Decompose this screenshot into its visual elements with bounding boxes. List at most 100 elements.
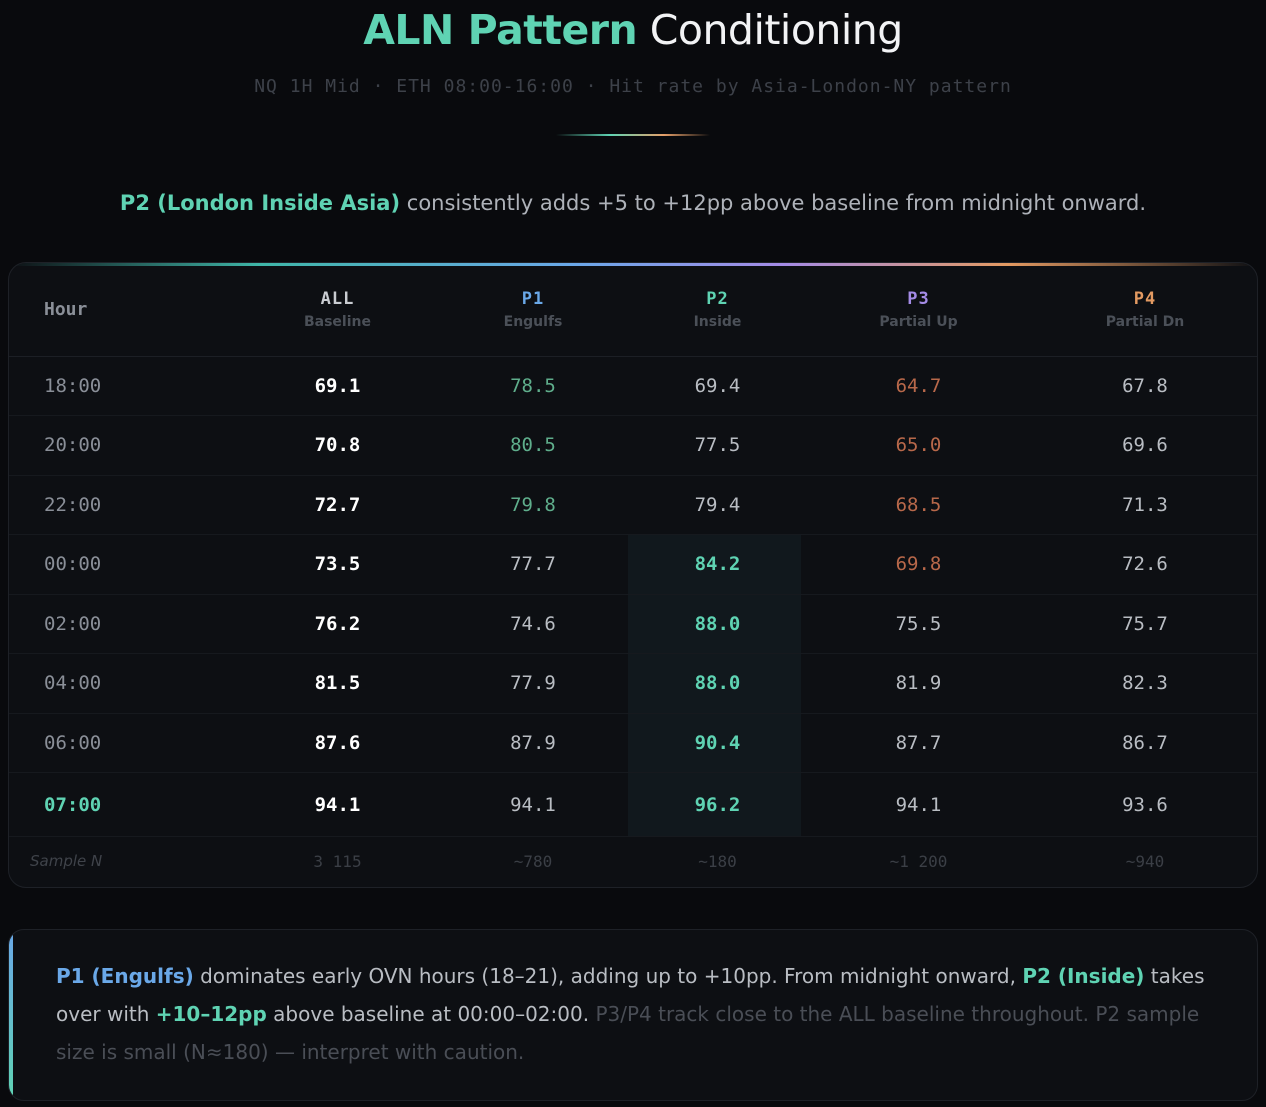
col-code: P3 [907,288,930,309]
page-title: ALN Pattern Conditioning [0,6,1266,54]
col-label: Engulfs [503,313,563,330]
col-header-all[interactable]: ALL Baseline [240,263,435,356]
row-hour: 00:00 [44,553,102,576]
table-header-row: Hour ALL Baseline P1 Engulfs P2 Inside P3 Pa… [9,263,1257,356]
p2-column-highlight [628,534,801,836]
cell-all: 73.5 [314,553,361,576]
cell-p1: 87.9 [510,731,556,754]
note-text-1: dominates early OVN hours (18–21), addin… [193,964,1023,988]
cell-p3: 69.8 [895,553,942,576]
note-p2: P2 (Inside) [1022,964,1145,988]
cell-p2: 77.5 [694,434,741,457]
note-text-2: takes over with [56,964,1205,1026]
row-hour: 07:00 [44,793,102,816]
col-label: Partial Dn [1105,313,1185,330]
hit-rate-table: Hour ALL Baseline P1 Engulfs P2 Inside P3 Pa… [9,263,1257,886]
sample-p2: ~180 [698,851,737,871]
cell-p2: 96.2 [694,793,741,816]
table-row: 04:00 81.5 77.9 88.0 81.9 82.3 [9,654,1257,713]
row-hour: 20:00 [44,434,102,457]
cell-p4: 75.7 [1122,612,1168,635]
table-row: 02:00 76.2 74.6 88.0 75.5 75.7 [9,594,1257,654]
cell-p4: 82.3 [1122,672,1168,695]
col-code: P1 [521,288,545,309]
table-row-final: 07:00 94.1 94.1 96.2 94.1 93.6 [9,772,1257,837]
row-hour: 02:00 [44,612,102,635]
row-hour: 18:00 [44,374,102,397]
col-label: Inside [693,313,742,330]
cell-p2: 90.4 [694,731,741,754]
cell-p4: 93.6 [1122,793,1168,816]
cell-p1: 78.5 [510,374,556,397]
note-gain: +10–12pp [155,1002,267,1026]
table-row: 18:00 69.1 78.5 69.4 64.7 67.8 [9,356,1257,416]
sample-p3: ~1 200 [889,851,948,871]
row-hour: 06:00 [44,731,102,754]
table-row: 20:00 70.8 80.5 77.5 65.0 69.6 [9,416,1257,475]
table-row: 00:00 73.5 77.7 84.2 69.8 72.6 [9,535,1257,594]
cell-p1: 79.8 [510,493,556,516]
col-code: ALL [320,288,355,309]
cell-p3: 65.0 [895,434,942,457]
cell-all: 69.1 [314,374,361,397]
col-code: P2 [706,288,729,309]
sample-all: 3 115 [313,851,362,871]
cell-p1: 74.6 [510,612,556,635]
col-header-p2[interactable]: P2 Inside [631,263,804,356]
note-text-3: above baseline at 00:00–02:00. [266,1002,596,1026]
cell-all: 81.5 [314,672,361,695]
col-label: Partial Up [879,313,958,330]
row-hour: 22:00 [44,493,102,516]
cell-all: 94.1 [314,793,361,816]
hour-header: Hour [44,298,88,320]
cell-all: 87.6 [314,731,361,754]
cell-p2: 84.2 [694,553,741,576]
col-header-p3[interactable]: P3 Partial Up [804,263,1033,356]
cell-p3: 68.5 [895,493,942,516]
cell-p4: 67.8 [1122,374,1168,397]
note-accent-bar [9,930,13,1100]
cell-p2: 79.4 [694,493,741,516]
note-text: P1 (Engulfs) dominates early OVN hours (… [56,957,1226,1071]
results-card: Hour ALL Baseline P1 Engulfs P2 Inside P3 Pa… [8,262,1258,888]
sample-p4: ~940 [1125,851,1165,871]
page-subtitle: NQ 1H Mid · ETH 08:00-16:00 · Hit rate b… [254,76,1012,97]
col-label: Baseline [303,313,371,330]
card-gradient-line [9,263,1257,266]
title-rest: Conditioning [649,6,904,54]
row-hour: 04:00 [44,672,102,695]
cell-all: 70.8 [314,434,361,457]
title-divider [556,134,710,136]
cell-p3: 64.7 [895,374,942,397]
insight-note: P1 (Engulfs) dominates early OVN hours (… [8,929,1258,1101]
cell-p3: 81.9 [895,672,942,695]
cell-all: 76.2 [314,612,361,635]
cell-p1: 80.5 [510,434,556,457]
sample-label: Sample N [30,852,103,871]
cell-p2: 88.0 [694,672,741,695]
note-p1: P1 (Engulfs) [56,964,194,988]
table-row: 06:00 87.6 87.9 90.4 87.7 86.7 [9,713,1257,773]
cell-p2: 69.4 [694,374,741,397]
title-accent: ALN Pattern [363,6,638,54]
cell-p3: 94.1 [895,793,942,816]
col-header-p1[interactable]: P1 Engulfs [435,263,631,356]
note-caveat: P3/P4 track close to the ALL baseline th… [56,1002,1200,1064]
table-row: 22:00 72.7 79.8 79.4 68.5 71.3 [9,475,1257,535]
headline: P2 (London Inside Asia) consistently add… [0,191,1266,215]
col-header-p4[interactable]: P4 Partial Dn [1033,263,1257,356]
col-code: P4 [1133,288,1157,309]
cell-p3: 75.5 [895,612,942,635]
headline-highlight: P2 (London Inside Asia) [119,191,401,215]
cell-p1: 77.7 [510,553,556,576]
cell-p2: 88.0 [694,612,741,635]
headline-text: consistently adds +5 to +12pp above base… [406,191,1147,215]
cell-p3: 87.7 [895,731,942,754]
cell-p4: 69.6 [1122,434,1168,457]
cell-p4: 86.7 [1122,731,1168,754]
sample-size-row: Sample N 3 115 ~780 ~180 ~1 200 ~940 [9,837,1257,886]
cell-p4: 72.6 [1122,553,1168,576]
sample-p1: ~780 [513,851,553,871]
cell-p1: 77.9 [510,672,556,695]
